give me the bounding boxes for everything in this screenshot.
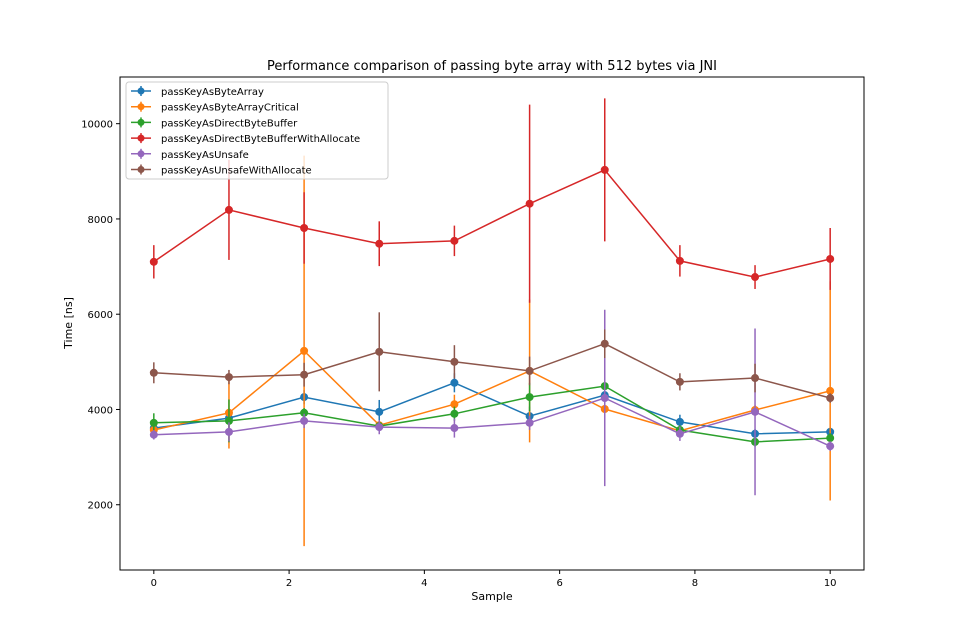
legend-label: passKeyAsDirectByteBuffer [161, 118, 298, 129]
data-point [675, 377, 684, 386]
data-point [375, 347, 384, 356]
data-point [826, 394, 835, 403]
data-point [300, 370, 309, 379]
x-axis-label: Sample [471, 590, 512, 603]
series-passKeyAsDirectByteBuffer [149, 309, 835, 463]
series-line [153, 381, 831, 435]
data-point [675, 429, 684, 438]
y-tick-label: 8000 [88, 215, 113, 226]
data-point [450, 357, 459, 366]
data-point [826, 434, 835, 443]
series-line [153, 397, 831, 447]
data-point [300, 416, 309, 425]
data-point [300, 408, 309, 417]
data-point [300, 223, 309, 232]
x-tick-label: 6 [556, 578, 562, 589]
series-passKeyAsByteArrayCritical [149, 155, 835, 547]
legend-item: passKeyAsUnsafeWithAllocate [131, 164, 312, 177]
x-tick-label: 0 [151, 578, 157, 589]
chart-title: Performance comparison of passing byte a… [267, 59, 717, 74]
data-point [525, 418, 534, 427]
x-tick-label: 8 [692, 578, 698, 589]
data-point [149, 430, 158, 439]
legend-label: passKeyAsDirectByteBufferWithAllocate [161, 134, 360, 145]
data-point [751, 407, 760, 416]
data-point [149, 257, 158, 266]
y-tick-label: 2000 [88, 501, 113, 512]
data-point [450, 378, 459, 387]
axis-ticks: 0 2 4 6 8 10 2000 4000 6000 8000 10000 [81, 120, 836, 589]
data-point [375, 239, 384, 248]
plot-area [149, 98, 835, 547]
data-point [450, 236, 459, 245]
data-point [450, 409, 459, 418]
legend-label: passKeyAsUnsafeWithAllocate [161, 166, 312, 177]
data-point [600, 394, 609, 403]
legend-label: passKeyAsByteArrayCritical [161, 103, 299, 114]
data-point [300, 346, 309, 355]
data-point [149, 368, 158, 377]
legend-box [125, 81, 389, 180]
legend: passKeyAsByteArray passKeyAsByteArrayCrit… [125, 81, 389, 180]
data-point [224, 427, 233, 436]
legend-marker [137, 87, 145, 95]
x-tick-label: 10 [824, 578, 837, 589]
y-axis-label: Time [ns] [62, 297, 75, 350]
data-point [525, 366, 534, 375]
legend-marker [137, 103, 145, 111]
data-point [525, 393, 534, 402]
x-tick-label: 2 [286, 578, 292, 589]
legend-label: passKeyAsByteArray [161, 87, 264, 98]
data-point [224, 373, 233, 382]
legend-marker [137, 118, 145, 126]
data-point [675, 256, 684, 265]
legend-item: passKeyAsByteArray [131, 86, 264, 98]
data-point [826, 386, 835, 395]
data-point [224, 205, 233, 214]
x-tick-label: 4 [421, 578, 427, 589]
data-point [149, 418, 158, 427]
y-tick-label: 6000 [88, 310, 113, 321]
legend-item: passKeyAsDirectByteBufferWithAllocate [131, 133, 360, 145]
axes-frame [119, 76, 865, 571]
data-point [600, 339, 609, 348]
data-point [600, 165, 609, 174]
data-point [450, 400, 459, 409]
series-passKeyAsDirectByteBufferWithAllocate [149, 98, 835, 303]
legend-marker [137, 134, 145, 142]
series-passKeyAsUnsafe [149, 309, 835, 496]
series-line [153, 385, 831, 443]
legend-marker [137, 150, 145, 158]
data-point [751, 374, 760, 383]
data-point [751, 273, 760, 282]
legend-item: passKeyAsUnsafe [131, 148, 249, 161]
legend-item: passKeyAsDirectByteBuffer [131, 117, 298, 129]
legend-label: passKeyAsUnsafe [161, 150, 249, 161]
data-point [826, 442, 835, 451]
legend-marker [137, 166, 145, 173]
data-point [525, 199, 534, 208]
legend-item: passKeyAsByteArrayCritical [131, 101, 299, 114]
series-passKeyAsUnsafeWithAllocate [149, 312, 835, 403]
series-line [153, 349, 831, 432]
data-point [450, 424, 459, 433]
y-tick-label: 4000 [88, 405, 113, 416]
y-tick-label: 10000 [81, 120, 113, 131]
data-point [675, 417, 684, 426]
data-point [375, 407, 384, 416]
data-point [224, 416, 233, 425]
data-point [826, 254, 835, 263]
data-point [375, 423, 384, 432]
series-line [153, 342, 831, 399]
series-line [153, 168, 831, 278]
